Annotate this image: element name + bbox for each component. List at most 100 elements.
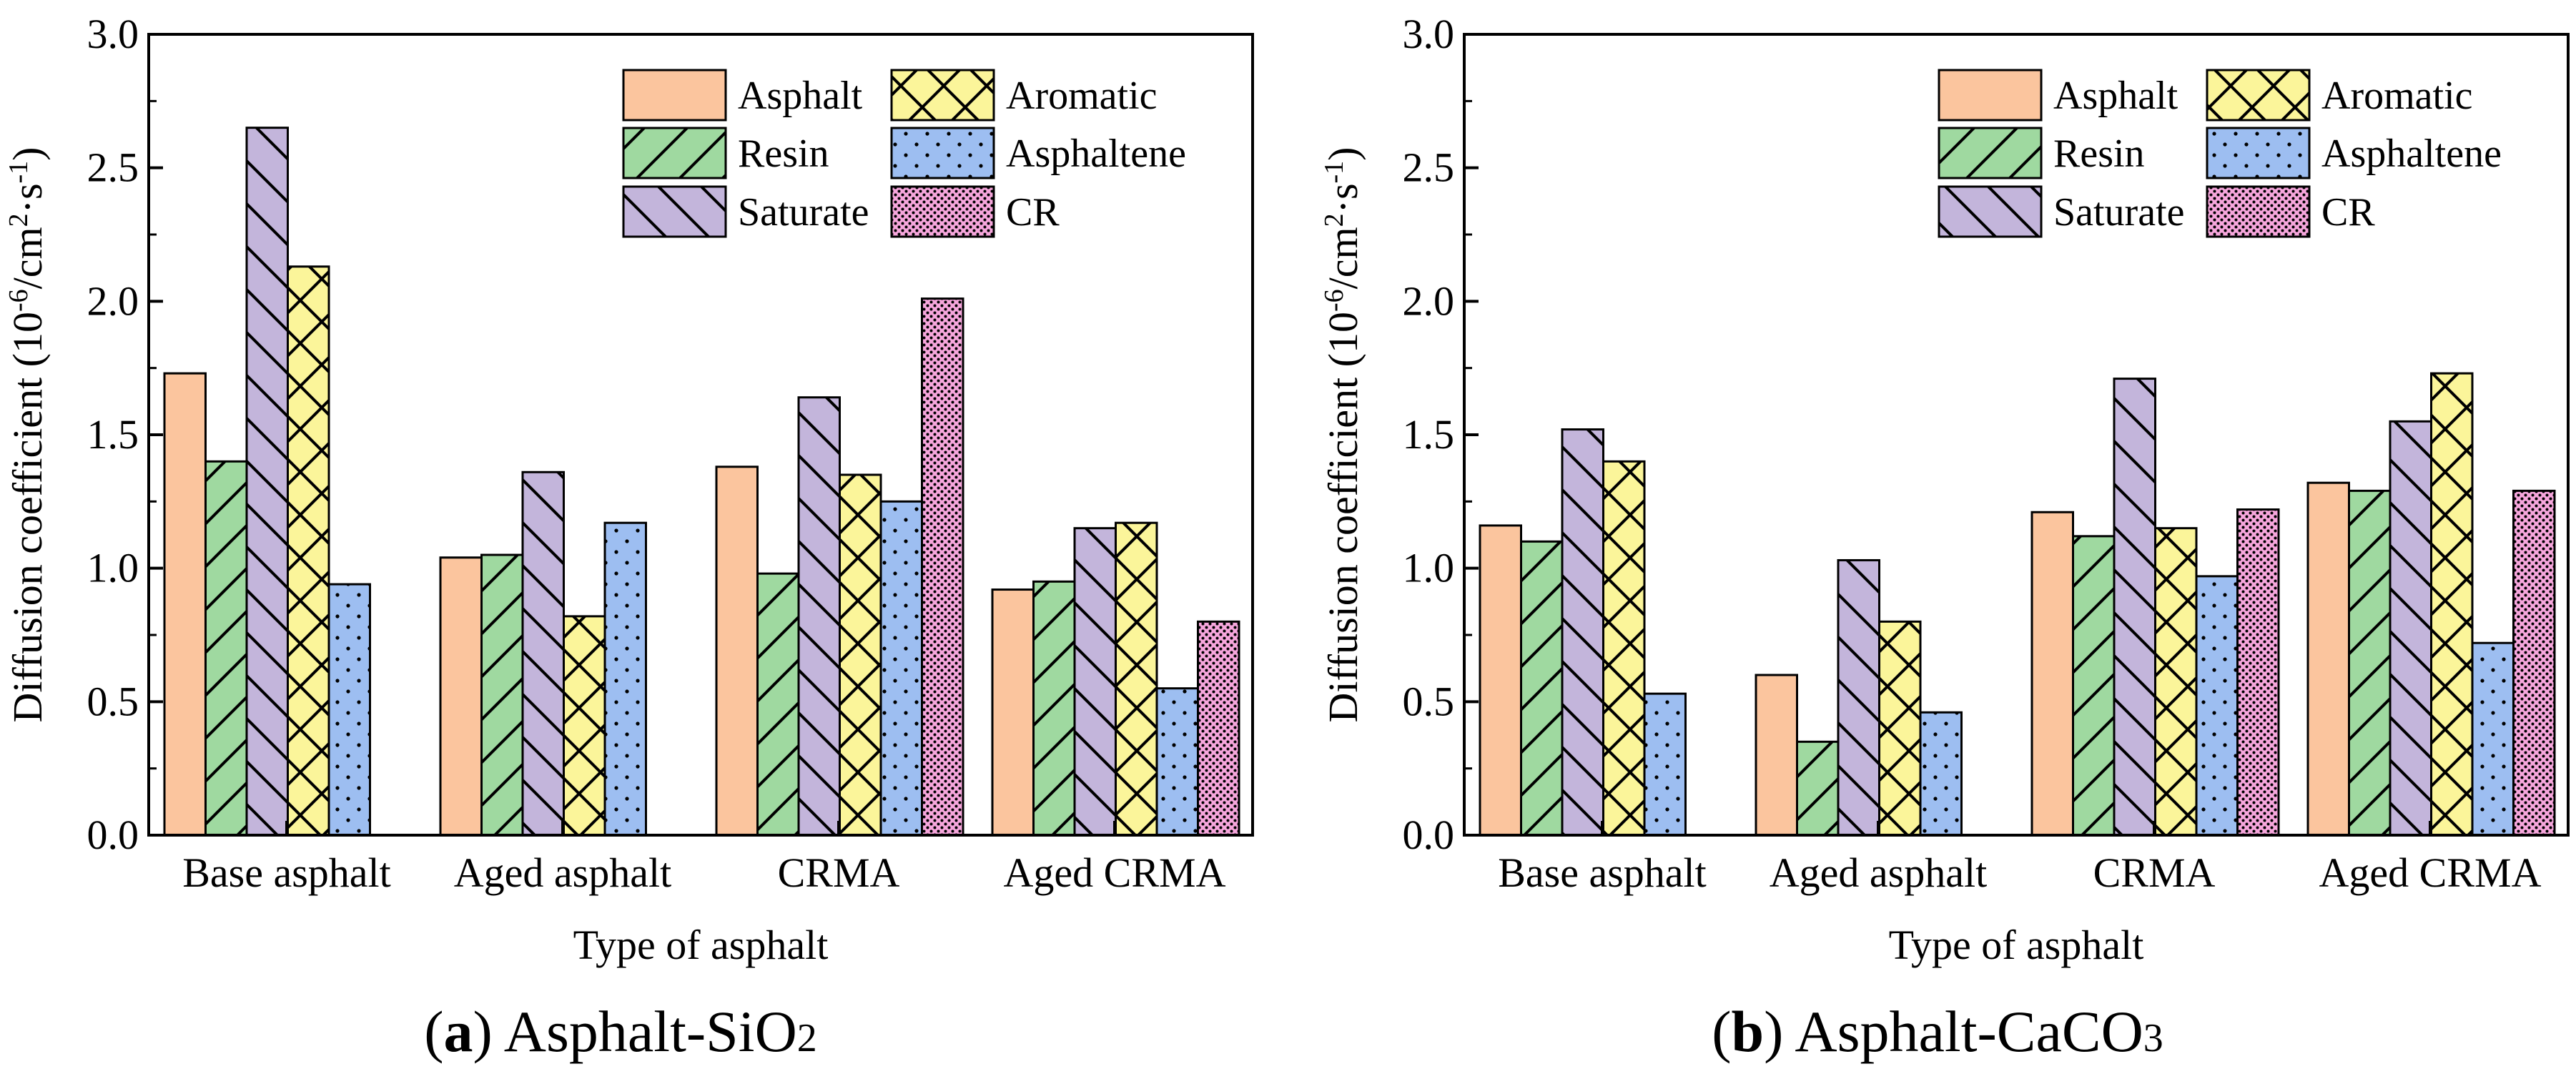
legend-swatch-outline-b-asphaltene (2206, 127, 2311, 179)
ytick-label-a-2: 1.0 (87, 545, 139, 591)
x-axis-label-a: Type of asphalt (573, 922, 829, 968)
ytick-label-a-1: 0.5 (87, 678, 139, 724)
bar-pattern-a-asphaltene-1 (329, 584, 370, 835)
bar-pattern-a-asphaltene-2 (605, 523, 646, 835)
bar-pattern-b-saturate-1 (1562, 429, 1604, 835)
bar-pattern-b-aromatic-1 (1603, 461, 1644, 835)
bar-a-asphalt-3 (716, 466, 758, 835)
bar-pattern-b-aromatic-2 (1879, 621, 1920, 835)
legend-label-b-aromatic: Aromatic (2321, 74, 2472, 118)
bar-pattern-a-asphaltene-3 (881, 501, 922, 835)
legend-label-a-asphaltene: Asphaltene (1006, 132, 1186, 176)
xtick-label-b-3: Aged CRMA (2319, 849, 2542, 896)
legend-label-b-asphalt: Asphalt (2053, 74, 2178, 118)
legend-swatch-outline-a-saturate (622, 185, 727, 238)
ytick-label-a-0: 0.0 (87, 812, 139, 858)
bar-pattern-b-aromatic-3 (2155, 528, 2196, 835)
bar-pattern-a-resin-2 (481, 555, 523, 835)
legend-swatch-pattern-b-aromatic (2207, 70, 2309, 120)
legend-label-b-saturate: Saturate (2053, 190, 2184, 235)
legend-label-a-cr: CR (1006, 190, 1060, 235)
ytick-label-b-5: 2.5 (1403, 144, 1455, 191)
xtick-label-a-0: Base asphalt (182, 849, 391, 896)
legend-swatch-outline-a-aromatic (890, 69, 995, 122)
legend-swatch-outline-b-asphalt (1938, 69, 2043, 122)
ytick-label-b-0: 0.0 (1403, 812, 1455, 858)
bar-b-asphalt-3 (2032, 512, 2073, 835)
legend-label-a-resin: Resin (738, 132, 829, 176)
bar-pattern-a-aromatic-3 (839, 475, 881, 835)
bars-b (1479, 372, 2556, 837)
legend-swatch-outline-a-resin (622, 127, 727, 179)
ytick-label-a-6: 3.0 (87, 11, 139, 57)
ytick-label-b-2: 1.0 (1403, 545, 1455, 591)
bar-b-asphalt-4 (2308, 483, 2349, 835)
bar-pattern-a-cr-3 (922, 298, 963, 836)
bar-pattern-a-cr-4 (1198, 621, 1239, 835)
legend-swatch-pattern-b-resin (1939, 128, 2041, 178)
legend-label-a-saturate: Saturate (738, 190, 869, 235)
legend-b: Asphalt Aromatic Resin Asphaltene Saturate CR (1938, 69, 2502, 238)
xtick-label-a-1: Aged asphalt (454, 849, 671, 896)
bar-pattern-b-resin-4 (2349, 491, 2390, 835)
legend-swatch-pattern-a-resin (623, 128, 726, 178)
bar-pattern-a-saturate-4 (1075, 528, 1116, 835)
ytick-label-b-1: 0.5 (1403, 678, 1455, 724)
ytick-label-a-3: 1.5 (87, 411, 139, 458)
bar-pattern-b-asphaltene-4 (2472, 643, 2514, 835)
bar-a-asphalt-2 (440, 557, 482, 835)
bar-pattern-a-resin-1 (205, 461, 247, 835)
xtick-label-b-2: CRMA (2093, 849, 2216, 896)
bar-a-asphalt-1 (164, 373, 206, 835)
legend-swatch-pattern-a-aromatic (892, 70, 994, 120)
legend-swatch-outline-a-cr (890, 185, 995, 238)
bar-pattern-a-resin-4 (1033, 581, 1075, 835)
legend-swatch-outline-b-cr (2206, 185, 2311, 238)
bar-pattern-a-saturate-3 (799, 397, 840, 835)
legend-swatch-outline-a-asphalt (622, 69, 727, 122)
bar-pattern-b-resin-2 (1797, 741, 1838, 835)
legend-swatch-outline-a-asphaltene (890, 127, 995, 179)
xtick-label-b-1: Aged asphalt (1770, 849, 1987, 896)
bar-pattern-b-cr-3 (2237, 509, 2279, 835)
ytick-label-b-6: 3.0 (1403, 11, 1455, 57)
x-axis-label-b: Type of asphalt (1889, 922, 2144, 968)
legend-label-a-aromatic: Aromatic (1006, 74, 1157, 118)
bar-pattern-b-asphaltene-3 (2196, 576, 2238, 835)
bar-pattern-b-aromatic-4 (2431, 373, 2472, 835)
bar-pattern-b-saturate-3 (2114, 378, 2156, 835)
caption-a: (a) Asphalt-SiO2 (424, 999, 817, 1064)
legend-label-b-resin: Resin (2053, 132, 2145, 176)
legend-label-b-asphaltene: Asphaltene (2321, 132, 2502, 176)
ytick-label-b-3: 1.5 (1403, 411, 1455, 458)
bar-b-asphalt-2 (1756, 675, 1797, 835)
bar-pattern-a-aromatic-4 (1115, 523, 1157, 835)
legend-swatch-outline-b-resin (1938, 127, 2043, 179)
legend-label-a-asphalt: Asphalt (738, 74, 863, 118)
bar-pattern-b-resin-1 (1521, 541, 1562, 835)
bars-a (163, 127, 1240, 837)
legend-swatch-outline-b-saturate (1938, 185, 2043, 238)
legend-swatch-pattern-a-cr (892, 187, 994, 237)
bar-pattern-a-aromatic-1 (287, 266, 329, 835)
bar-pattern-b-resin-3 (2073, 536, 2114, 835)
xtick-label-a-2: CRMA (778, 849, 900, 896)
ytick-label-a-4: 2.0 (87, 277, 139, 324)
bar-a-asphalt-4 (992, 589, 1034, 835)
ytick-label-b-4: 2.0 (1403, 277, 1455, 324)
bar-pattern-b-asphaltene-1 (1644, 694, 1686, 835)
legend-swatch-pattern-a-saturate (623, 187, 726, 237)
legend-swatch-a-asphalt (623, 70, 726, 120)
xtick-label-a-3: Aged CRMA (1004, 849, 1226, 896)
caption-b: (b) Asphalt-CaCO3 (1712, 999, 2163, 1064)
bar-pattern-a-resin-3 (757, 573, 799, 835)
bar-b-asphalt-1 (1480, 525, 1521, 835)
bar-pattern-a-asphaltene-4 (1157, 688, 1198, 835)
xtick-label-b-0: Base asphalt (1498, 849, 1707, 896)
bar-pattern-b-cr-4 (2513, 491, 2555, 835)
legend-a: Asphalt Aromatic Resin Asphaltene Saturate CR (622, 69, 1186, 238)
y-axis-label-b: Diffusion coefficient (10-6/cm2·s-1) (1319, 147, 1366, 723)
legend-label-b-cr: CR (2321, 190, 2375, 235)
bar-pattern-b-saturate-2 (1838, 560, 1880, 835)
